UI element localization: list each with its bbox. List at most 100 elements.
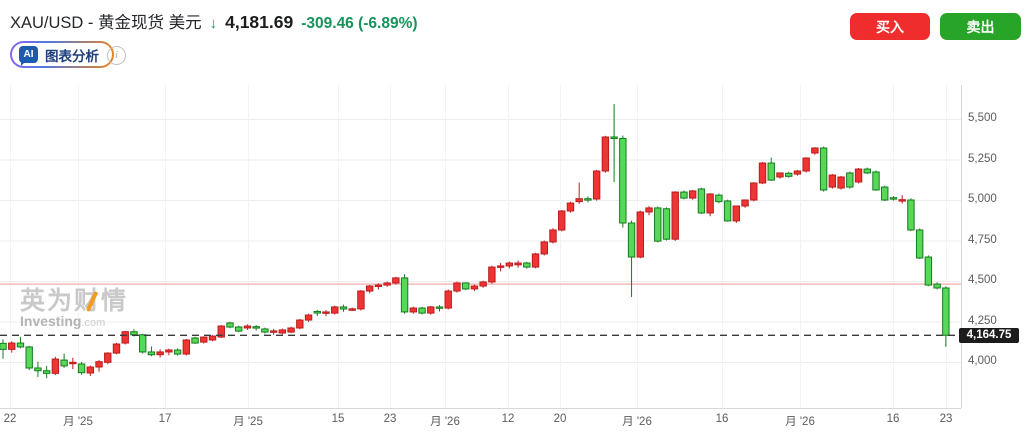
candlestick-up — [156, 351, 164, 356]
candlestick-down — [0, 342, 7, 350]
candlestick-down — [715, 194, 723, 203]
y-axis-label: 5,000 — [968, 193, 997, 205]
x-axis-label: 23 — [383, 413, 397, 425]
candlestick-up — [304, 314, 313, 321]
candlestick-down — [933, 283, 941, 289]
candlestick-down — [25, 346, 33, 369]
candlestick-down — [400, 277, 409, 313]
candlestick-up — [95, 361, 103, 368]
candlestick-up — [51, 358, 60, 374]
candlestick-up — [479, 281, 487, 287]
candlestick-down — [42, 370, 51, 374]
ai-chart-analysis-button[interactable]: AI 图表分析 — [10, 41, 114, 68]
x-axis-label: 月 '26 — [430, 416, 460, 428]
x-axis-label: 15 — [331, 413, 345, 425]
candlestick-up — [427, 306, 435, 314]
candlestick-up — [392, 277, 400, 284]
x-axis-label: 17 — [158, 413, 172, 425]
candlestick-up — [165, 349, 173, 353]
x-axis-label: 月 '25 — [233, 416, 263, 428]
x-axis-label: 16 — [715, 413, 729, 425]
candlestick-up — [505, 262, 514, 267]
x-axis-label: 23 — [939, 413, 953, 425]
y-axis-label: 4,000 — [968, 355, 997, 367]
candlestick-down — [252, 326, 260, 329]
candlestick-up — [732, 205, 741, 222]
candlestick-up — [374, 284, 383, 287]
ai-button-label: 图表分析 — [45, 48, 99, 64]
candlestick-up — [854, 168, 863, 183]
candlestick-up — [86, 366, 94, 374]
candlestick-up — [269, 330, 278, 333]
candlestick-down — [881, 186, 889, 201]
ai-icon: AI — [19, 46, 38, 63]
x-axis-label: 月 '25 — [63, 416, 93, 428]
y-axis-label: 4,250 — [968, 314, 997, 327]
candlestick-down — [138, 334, 147, 353]
candlestick-up — [540, 241, 548, 255]
candlestick-up — [365, 285, 374, 292]
candlestick-up — [566, 202, 575, 212]
candlestick-up — [182, 339, 191, 355]
x-axis-label: 月 '26 — [785, 416, 815, 428]
candlestick-down — [662, 208, 671, 240]
buy-button[interactable]: 买入 — [850, 13, 930, 40]
candlestick-down — [863, 168, 871, 174]
candlestick-down — [767, 162, 775, 181]
candlestick-up — [558, 210, 566, 231]
candlestick-up — [322, 311, 330, 314]
candlestick-down — [235, 326, 243, 332]
candlestick-up — [348, 308, 356, 311]
candlestick-up — [296, 319, 304, 329]
candlestick-down — [610, 136, 618, 139]
candlestick-up — [104, 352, 112, 363]
candlestick-down — [191, 337, 199, 344]
candlestick-up — [898, 199, 906, 202]
candlestick-up — [287, 327, 295, 333]
candlestick-up — [811, 147, 819, 154]
candlestick-up — [278, 329, 287, 334]
x-axis-label: 16 — [886, 413, 900, 425]
candlestick-up — [217, 325, 225, 338]
sell-button[interactable]: 卖出 — [940, 13, 1021, 40]
candlestick-up — [601, 136, 610, 172]
candlestick-down — [785, 172, 793, 177]
candlestick-down — [627, 222, 636, 258]
x-axis-label: 12 — [501, 413, 515, 425]
y-axis-label: 5,500 — [968, 112, 997, 124]
candlestick-up — [444, 290, 452, 309]
price-change: -309.46 (-6.89%) — [301, 15, 418, 32]
candlestick-down — [872, 171, 880, 191]
y-axis-label: 4,750 — [968, 233, 997, 246]
price-down-arrow-icon: ↓ — [209, 15, 218, 32]
candlestick-up — [706, 193, 714, 214]
candlestick-down — [915, 229, 924, 259]
last-price: 4,181.69 — [225, 12, 294, 32]
candlestick-down — [584, 198, 592, 201]
candlestick-down — [697, 188, 706, 214]
candlestick-up — [671, 191, 679, 240]
candlestick-up — [776, 172, 784, 178]
candlestick-up — [645, 207, 653, 213]
candlestick-up — [531, 253, 540, 268]
candlestick-up — [488, 266, 496, 283]
candlestick-up — [383, 282, 391, 286]
candlestick-up — [837, 176, 845, 189]
candlestick-down — [523, 262, 531, 268]
candlestick-up — [8, 342, 16, 350]
x-axis-label: 22 — [3, 413, 17, 425]
instrument-header: XAU/USD - 黄金现货 美元 ↓ 4,181.69 -309.46 (-6… — [10, 9, 418, 33]
candlestick-up — [793, 170, 802, 175]
candlestick-down — [889, 197, 898, 200]
candlestick-down — [130, 331, 138, 336]
info-icon[interactable]: i — [107, 46, 126, 65]
candlestick-down — [924, 256, 933, 286]
candlestick-down — [418, 307, 426, 314]
candlestick-up — [496, 265, 505, 268]
candlestick-up — [121, 331, 129, 344]
candlestick-down — [60, 359, 68, 367]
candlestick-up — [828, 174, 837, 188]
candlestick-up — [741, 199, 749, 207]
